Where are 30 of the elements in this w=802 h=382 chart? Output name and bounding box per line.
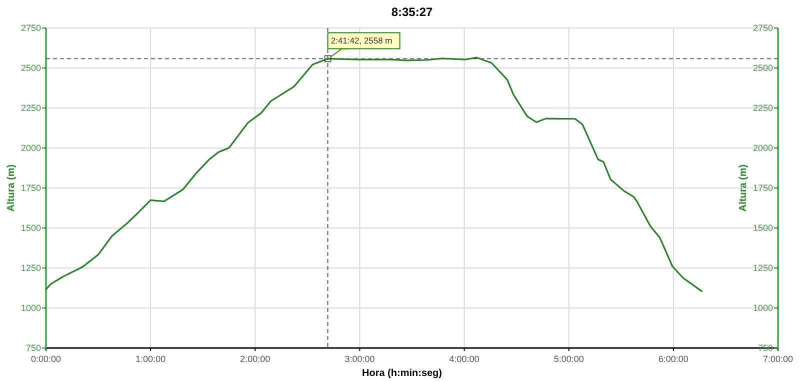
x-tick-label: 2:00:00 <box>240 354 270 364</box>
y2-tick-label: 1500 <box>752 223 773 233</box>
y-tick-label: 2750 <box>20 23 41 33</box>
x-tick-label: 5:00:00 <box>554 354 584 364</box>
annotation: 2:41:42, 2558 m <box>330 36 392 46</box>
x-axis-title: Hora (h:min:seg) <box>362 368 442 379</box>
y2-tick-label: 2250 <box>752 103 773 113</box>
y2-tick-label: 2500 <box>752 63 773 73</box>
x-tick-label: 0:00:00 <box>30 354 62 364</box>
y2-axis-title: Altura (m) <box>738 164 749 212</box>
y-tick-label: 750 <box>26 343 41 353</box>
y-axis-title: Altura (m) <box>6 164 17 212</box>
x-tick-label: 4:00:00 <box>449 354 480 364</box>
y-tick-label: 2000 <box>20 143 41 153</box>
x-tick-label: 1:00:00 <box>136 354 166 364</box>
y-tick-label: 2500 <box>20 63 41 73</box>
y-tick-label: 2250 <box>20 103 41 113</box>
y-tick-label: 1500 <box>20 223 41 233</box>
y-tick-label: 1000 <box>20 303 41 313</box>
y2-tick-label: 2750 <box>752 23 773 33</box>
y-tick-label: 1750 <box>20 183 41 193</box>
y-tick-label: 1250 <box>20 263 41 273</box>
x-tick-label: 6:00:00 <box>658 354 688 364</box>
x-tick-label: 3:00:00 <box>344 354 375 364</box>
y2-tick-label: 1750 <box>752 183 773 193</box>
y2-tick-label: 2000 <box>752 143 773 153</box>
y2-tick-label: 1250 <box>752 263 773 273</box>
chart-title: 8:35:27 <box>391 5 433 19</box>
y2-tick-label: 1000 <box>752 303 773 313</box>
x-tick-label: 7:00:00 <box>762 354 794 364</box>
